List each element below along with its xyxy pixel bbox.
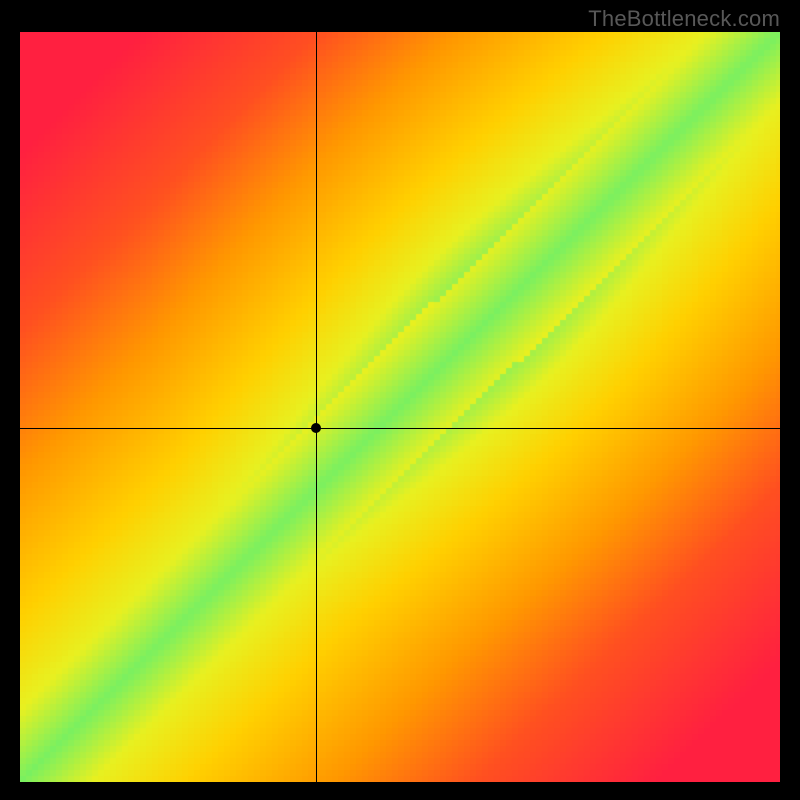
crosshair-horizontal	[20, 428, 780, 429]
watermark-text: TheBottleneck.com	[588, 6, 780, 32]
marker-point	[311, 423, 321, 433]
crosshair-vertical	[316, 32, 317, 782]
heatmap-plot	[20, 32, 780, 782]
heatmap-canvas	[20, 32, 780, 782]
